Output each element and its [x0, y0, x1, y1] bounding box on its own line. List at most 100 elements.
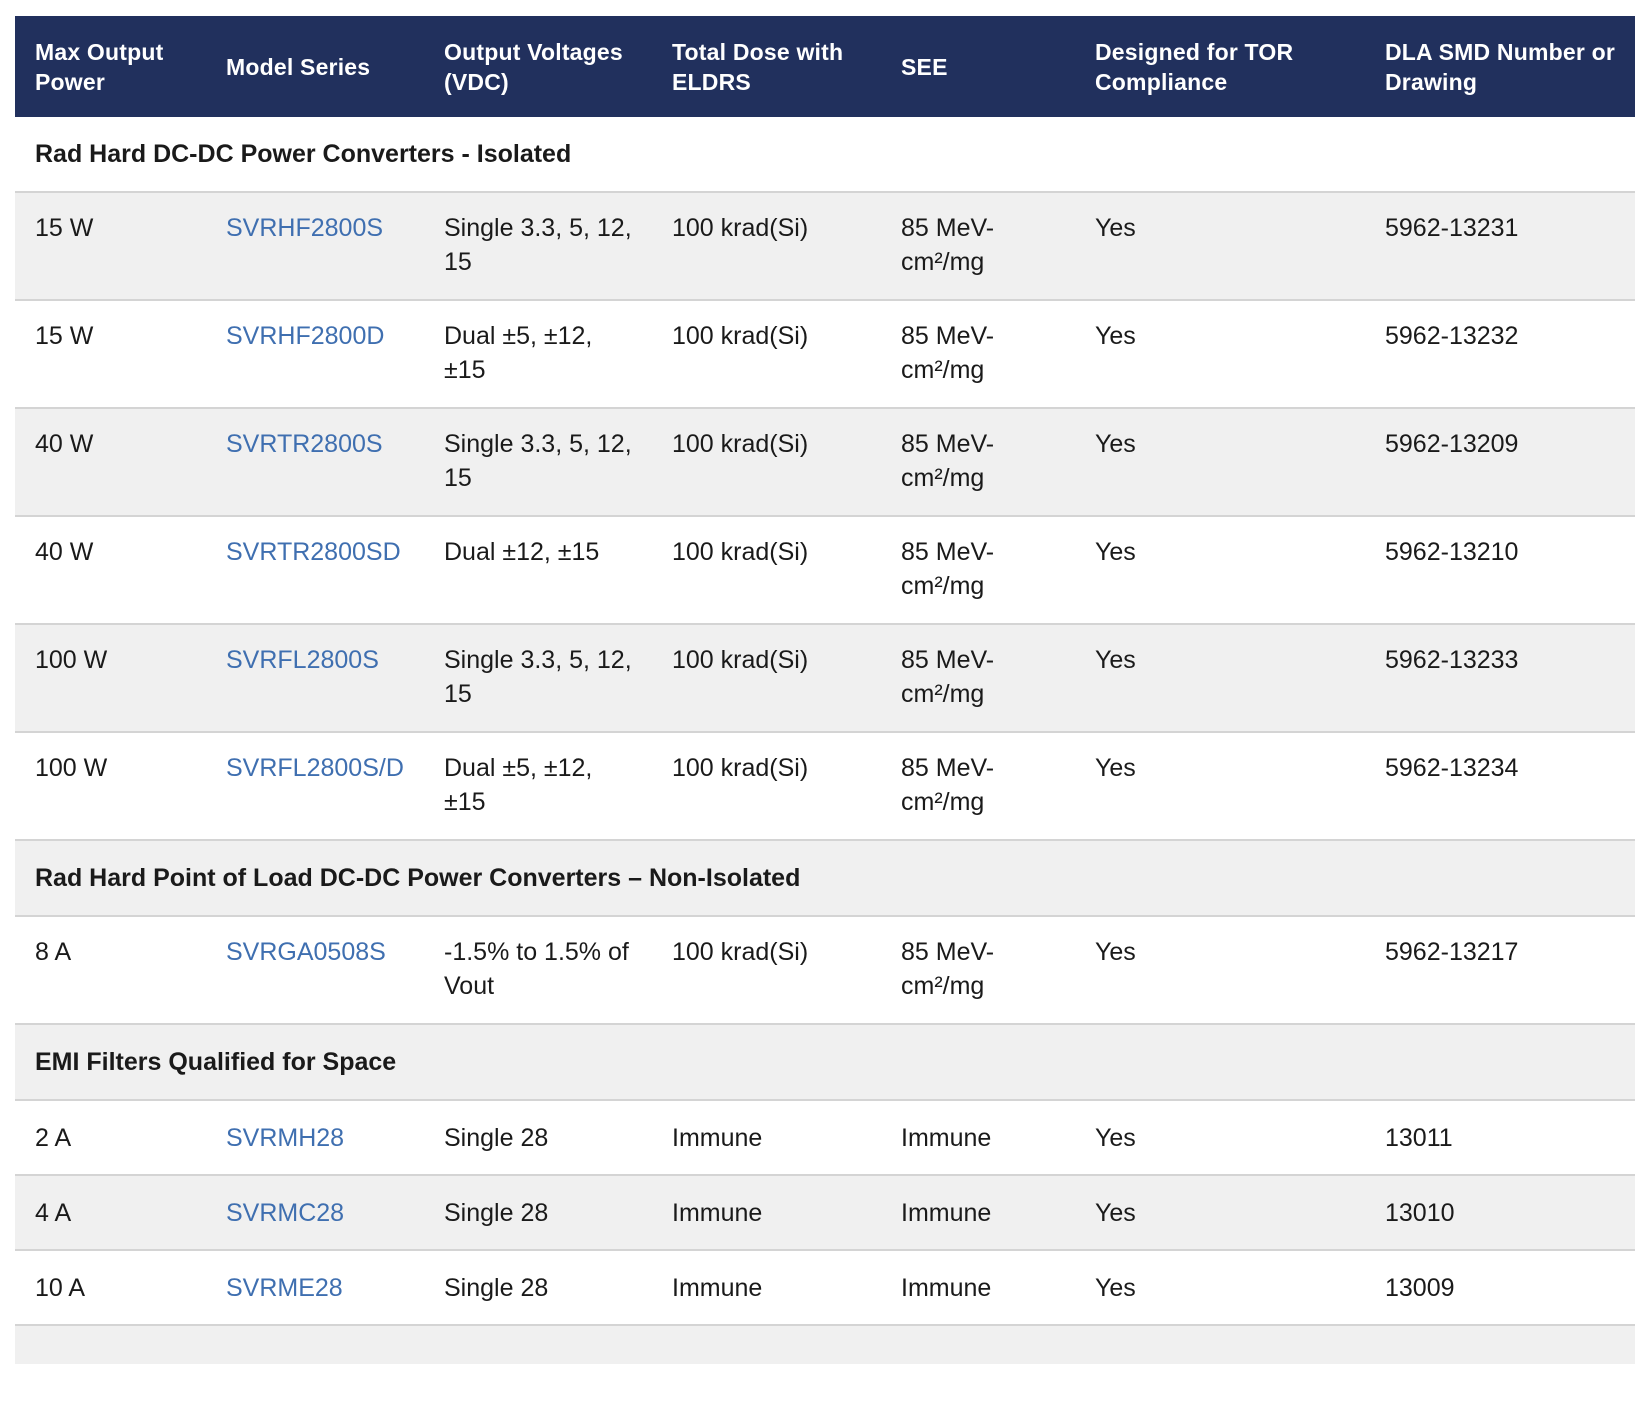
cell-tor: Yes [1075, 192, 1365, 301]
cell-voltages: Single 28 [424, 1250, 652, 1326]
cell-dose: 100 krad(Si) [652, 192, 881, 301]
cell-voltages: Single 28 [424, 1175, 652, 1251]
model-link[interactable]: SVRMC28 [226, 1198, 345, 1227]
cell-see: 85 MeV-cm²/mg [881, 408, 1075, 517]
cell-dla: 5962-13210 [1365, 516, 1635, 625]
section-title: Rad Hard Point of Load DC-DC Power Conve… [15, 840, 1635, 917]
cell-model: SVRHF2800S [206, 192, 424, 301]
cell-voltages: Single 3.3, 5, 12, 15 [424, 408, 652, 517]
cell-dose: 100 krad(Si) [652, 624, 881, 733]
cell-power: 10 A [15, 1250, 206, 1326]
cell-power: 40 W [15, 408, 206, 517]
cell-dose: Immune [652, 1175, 881, 1251]
cell-tor: Yes [1075, 624, 1365, 733]
header-tor-compliance: Designed for TOR Compliance [1095, 38, 1294, 95]
spacer-cell [15, 1325, 1635, 1364]
cell-power: 15 W [15, 300, 206, 409]
cell-dose: 100 krad(Si) [652, 516, 881, 625]
header-total-dose: Total Dose with ELDRS [672, 38, 844, 95]
header-see: SEE [901, 53, 948, 80]
cell-power: 40 W [15, 516, 206, 625]
table-row: 8 A SVRGA0508S -1.5% to 1.5% of Vout 100… [15, 916, 1635, 1025]
cell-tor: Yes [1075, 1250, 1365, 1326]
cell-model: SVRTR2800S [206, 408, 424, 517]
model-link[interactable]: SVRFL2800S/D [226, 754, 404, 782]
cell-voltages: Single 3.3, 5, 12, 15 [424, 192, 652, 301]
cell-power: 100 W [15, 624, 206, 733]
header-model-series: Model Series [226, 53, 371, 80]
cell-see: 85 MeV-cm²/mg [881, 192, 1075, 301]
cell-power: 8 A [15, 916, 206, 1025]
cell-dla: 13011 [1365, 1100, 1635, 1176]
cell-dose: Immune [652, 1100, 881, 1176]
cell-model: SVRMH28 [206, 1100, 424, 1176]
cell-dla: 13009 [1365, 1250, 1635, 1326]
model-link[interactable]: SVRME28 [226, 1273, 343, 1302]
cell-see: 85 MeV-cm²/mg [881, 916, 1075, 1025]
model-link[interactable]: SVRTR2800S [226, 430, 383, 458]
cell-model: SVRFL2800S/D [206, 732, 424, 841]
header-max-output-power: Max Output Power [35, 38, 164, 95]
section-header-row: EMI Filters Qualified for Space [15, 1024, 1635, 1101]
cell-tor: Yes [1075, 1100, 1365, 1176]
header-output-voltages: Output Voltages (VDC) [444, 38, 623, 95]
cell-tor: Yes [1075, 732, 1365, 841]
table-row: 10 A SVRME28 Single 28 Immune Immune Yes… [15, 1250, 1635, 1326]
table-row: 100 W SVRFL2800S/D Dual ±5, ±12, ±15 100… [15, 732, 1635, 841]
cell-dla: 5962-13234 [1365, 732, 1635, 841]
product-table-container: Max Output Power Model Series Output Vol… [15, 16, 1635, 1364]
cell-see: Immune [881, 1175, 1075, 1251]
cell-see: Immune [881, 1250, 1075, 1326]
product-table: Max Output Power Model Series Output Vol… [15, 16, 1635, 1364]
table-row: 15 W SVRHF2800D Dual ±5, ±12, ±15 100 kr… [15, 300, 1635, 409]
cell-voltages: -1.5% to 1.5% of Vout [424, 916, 652, 1025]
table-footer-spacer [15, 1325, 1635, 1364]
section-header-row: Rad Hard DC-DC Power Converters - Isolat… [15, 117, 1635, 193]
cell-dla: 5962-13209 [1365, 408, 1635, 517]
table-row: 100 W SVRFL2800S Single 3.3, 5, 12, 15 1… [15, 624, 1635, 733]
cell-voltages: Single 3.3, 5, 12, 15 [424, 624, 652, 733]
cell-tor: Yes [1075, 300, 1365, 409]
cell-dla: 5962-13231 [1365, 192, 1635, 301]
cell-see: Immune [881, 1100, 1075, 1176]
cell-voltages: Dual ±5, ±12, ±15 [424, 732, 652, 841]
cell-voltages: Dual ±5, ±12, ±15 [424, 300, 652, 409]
cell-power: 100 W [15, 732, 206, 841]
table-row: 15 W SVRHF2800S Single 3.3, 5, 12, 15 10… [15, 192, 1635, 301]
cell-dla: 5962-13233 [1365, 624, 1635, 733]
cell-dose: 100 krad(Si) [652, 300, 881, 409]
model-link[interactable]: SVRHF2800S [226, 214, 384, 242]
cell-model: SVRGA0508S [206, 916, 424, 1025]
model-link[interactable]: SVRHF2800D [226, 322, 385, 350]
table-row: 2 A SVRMH28 Single 28 Immune Immune Yes … [15, 1100, 1635, 1176]
model-link[interactable]: SVRGA0508S [226, 938, 386, 966]
cell-tor: Yes [1075, 916, 1365, 1025]
section-title: EMI Filters Qualified for Space [15, 1024, 1635, 1101]
cell-model: SVRME28 [206, 1250, 424, 1326]
table-row: 40 W SVRTR2800SD Dual ±12, ±15 100 krad(… [15, 516, 1635, 625]
cell-power: 15 W [15, 192, 206, 301]
table-row: 4 A SVRMC28 Single 28 Immune Immune Yes … [15, 1175, 1635, 1251]
cell-model: SVRTR2800SD [206, 516, 424, 625]
cell-model: SVRFL2800S [206, 624, 424, 733]
cell-tor: Yes [1075, 516, 1365, 625]
cell-dose: 100 krad(Si) [652, 408, 881, 517]
cell-model: SVRHF2800D [206, 300, 424, 409]
cell-dla: 5962-13217 [1365, 916, 1635, 1025]
table-row: 40 W SVRTR2800S Single 3.3, 5, 12, 15 10… [15, 408, 1635, 517]
section-title: Rad Hard DC-DC Power Converters - Isolat… [15, 117, 1635, 193]
table-header-row: Max Output Power Model Series Output Vol… [15, 16, 1635, 117]
cell-see: 85 MeV-cm²/mg [881, 624, 1075, 733]
cell-tor: Yes [1075, 408, 1365, 517]
header-dla-smd: DLA SMD Number or Drawing [1385, 38, 1615, 95]
cell-power: 2 A [15, 1100, 206, 1176]
model-link[interactable]: SVRFL2800S [226, 646, 379, 674]
cell-see: 85 MeV-cm²/mg [881, 732, 1075, 841]
cell-see: 85 MeV-cm²/mg [881, 300, 1075, 409]
cell-tor: Yes [1075, 1175, 1365, 1251]
model-link[interactable]: SVRTR2800SD [226, 538, 401, 566]
cell-see: 85 MeV-cm²/mg [881, 516, 1075, 625]
model-link[interactable]: SVRMH28 [226, 1123, 345, 1152]
cell-model: SVRMC28 [206, 1175, 424, 1251]
section-header-row: Rad Hard Point of Load DC-DC Power Conve… [15, 840, 1635, 917]
